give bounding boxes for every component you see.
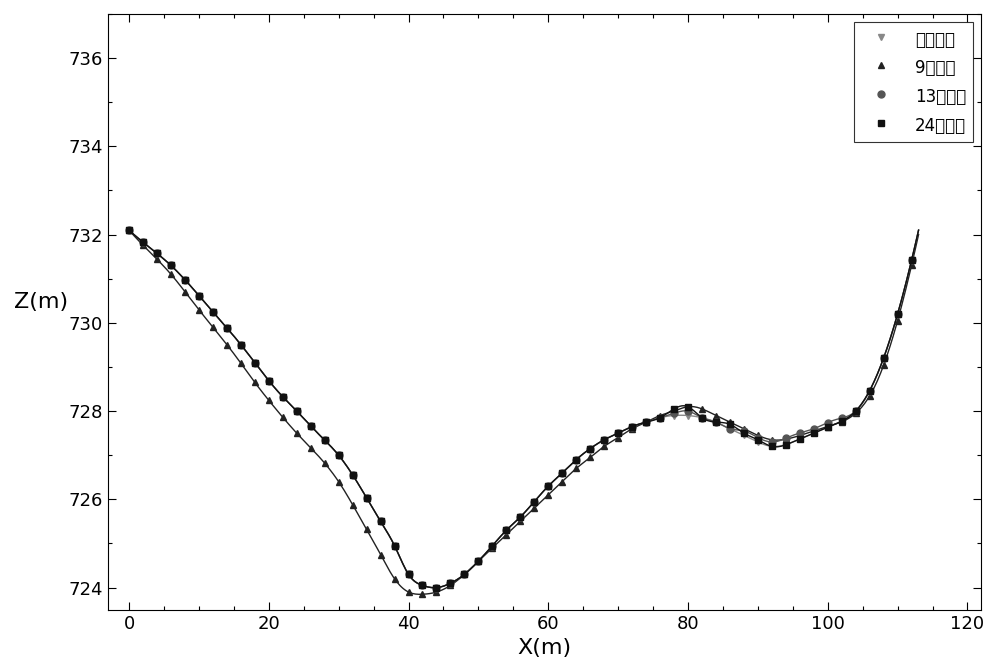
- 9点插値: [472, 557, 484, 565]
- 9点插値: [151, 255, 163, 263]
- 13点插値: [430, 583, 442, 591]
- 9点插値: [123, 226, 135, 234]
- 13点插値: [906, 256, 918, 264]
- 9点插値: [333, 478, 345, 486]
- 13点插値: [165, 261, 177, 269]
- Y-axis label: Z(m): Z(m): [14, 292, 68, 312]
- 9点插値: [668, 407, 680, 415]
- 实测数据: [123, 226, 135, 234]
- 24点插値: [472, 557, 484, 565]
- 9点插値: [906, 261, 918, 269]
- 实测数据: [906, 256, 918, 264]
- Line: 24点插値: 24点插値: [126, 227, 914, 591]
- 13点插値: [123, 226, 135, 234]
- 13点插値: [682, 407, 694, 415]
- 24点插値: [333, 451, 345, 459]
- 9点插値: [682, 403, 694, 411]
- 13点插値: [151, 249, 163, 257]
- X-axis label: X(m): X(m): [518, 638, 572, 658]
- 24点插値: [682, 403, 694, 411]
- 24点插値: [123, 226, 135, 234]
- 24点插値: [151, 249, 163, 257]
- 13点插値: [472, 557, 484, 565]
- 实测数据: [151, 249, 163, 257]
- 9点插値: [165, 270, 177, 278]
- 24点插値: [165, 261, 177, 269]
- Line: 13点插値: 13点插値: [126, 226, 915, 591]
- 24点插値: [430, 583, 442, 591]
- 13点插値: [333, 451, 345, 459]
- 24点插値: [668, 405, 680, 413]
- Line: 9点插値: 9点插値: [126, 226, 915, 597]
- 实测数据: [333, 451, 345, 459]
- 13点插値: [668, 409, 680, 417]
- Line: 实测数据: 实测数据: [126, 226, 915, 591]
- Legend: 实测数据, 9点插値, 13点插値, 24点插値: 实测数据, 9点插値, 13点插値, 24点插値: [854, 22, 973, 142]
- 实测数据: [430, 583, 442, 591]
- 24点插値: [906, 256, 918, 264]
- 实测数据: [668, 411, 680, 419]
- 实测数据: [682, 411, 694, 419]
- 9点插値: [416, 590, 428, 598]
- 实测数据: [472, 557, 484, 565]
- 实测数据: [165, 261, 177, 269]
